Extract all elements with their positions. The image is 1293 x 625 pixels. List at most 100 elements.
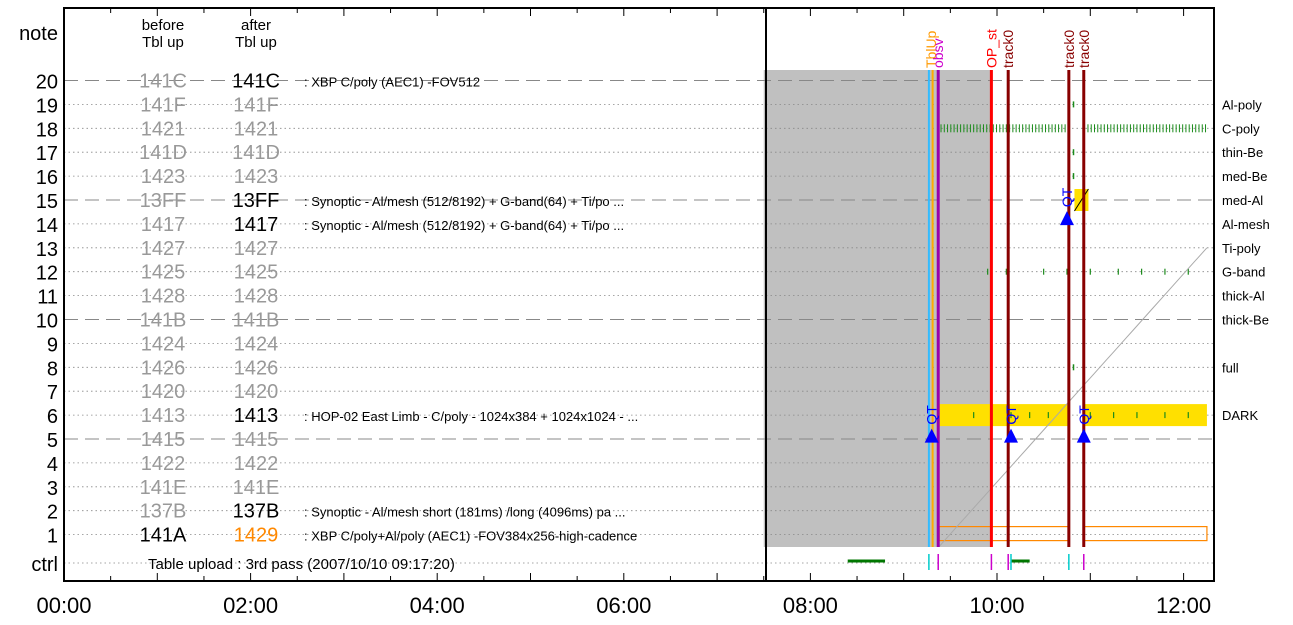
filter-label: Al-poly xyxy=(1222,97,1262,112)
row-number: 10 xyxy=(36,311,58,333)
dark-band xyxy=(939,404,1069,427)
after-code: 141D xyxy=(232,142,280,164)
after-code: 137B xyxy=(233,501,280,523)
before-code: 1424 xyxy=(141,333,186,355)
after-code: 141B xyxy=(233,310,280,332)
table-description: : Synoptic - Al/mesh (512/8192) + G-band… xyxy=(304,218,624,233)
before-code: 141A xyxy=(140,525,187,547)
gray-region xyxy=(763,70,991,547)
filter-label: full xyxy=(1222,360,1239,375)
before-code: 141E xyxy=(140,477,187,499)
after-code: 141F xyxy=(233,94,279,116)
qt-marker xyxy=(1059,211,1074,226)
before-code: 1427 xyxy=(141,238,186,260)
row-number: 8 xyxy=(47,358,58,380)
after-code: 1423 xyxy=(234,166,279,188)
filter-label: G-band xyxy=(1222,265,1265,280)
event-label: track0 xyxy=(1076,30,1092,68)
row-number: 16 xyxy=(36,167,58,189)
after-code: 1424 xyxy=(234,333,279,355)
after-code: 1429 xyxy=(234,525,279,547)
before-code: 1417 xyxy=(141,214,186,236)
row-number: 9 xyxy=(47,334,58,356)
filter-label: med-Be xyxy=(1222,169,1268,184)
qt-label: QT xyxy=(1059,187,1075,207)
row-number: 2 xyxy=(47,502,58,524)
filter-label: Ti-poly xyxy=(1222,241,1261,256)
table-description: : XBP C/poly (AEC1) -FOV512 xyxy=(304,75,480,90)
x-tick-label: 10:00 xyxy=(969,593,1024,618)
after-code: 1421 xyxy=(234,118,279,140)
row-number: 11 xyxy=(37,287,58,309)
before-code: 1422 xyxy=(141,453,186,475)
event-label: track0 xyxy=(1000,30,1016,68)
filter-label: med-Al xyxy=(1222,193,1263,208)
event-label: TblUp xyxy=(923,30,939,68)
filter-label: thin-Be xyxy=(1222,145,1263,160)
table-description: : HOP-02 East Limb - C/poly - 1024x384 +… xyxy=(304,409,638,424)
filter-label: Al-mesh xyxy=(1222,217,1270,232)
med-al-slash xyxy=(1074,188,1089,212)
qt-label: QT xyxy=(924,405,940,425)
x-tick-label: 02:00 xyxy=(223,593,278,618)
after-code: 1428 xyxy=(234,286,279,308)
qt-marker xyxy=(1003,428,1018,443)
x-tick-label: 04:00 xyxy=(410,593,465,618)
row-number: 19 xyxy=(36,95,58,117)
before-code: 1421 xyxy=(141,118,186,140)
qt-marker xyxy=(1076,428,1091,443)
row-number: 18 xyxy=(36,119,58,141)
row-number: 13 xyxy=(36,239,58,261)
filter-label: thick-Al xyxy=(1222,289,1265,304)
before-code: 1426 xyxy=(141,357,186,379)
cadence-box xyxy=(1083,525,1208,542)
before-code: 141F xyxy=(140,94,186,116)
before-code: 141D xyxy=(139,142,187,164)
row-number: 12 xyxy=(36,263,58,285)
plot-frame xyxy=(63,7,1215,582)
col-after-header: after xyxy=(241,17,271,34)
before-code: 1423 xyxy=(141,166,186,188)
x-tick-label: 08:00 xyxy=(783,593,838,618)
before-code: 1413 xyxy=(141,405,186,427)
col-before-header: Tbl up xyxy=(142,34,184,51)
ctrl-label: ctrl xyxy=(31,554,58,576)
before-code: 141C xyxy=(139,71,187,93)
after-code: 1415 xyxy=(234,429,279,451)
row-number: 5 xyxy=(47,430,58,452)
before-code: 137B xyxy=(140,501,187,523)
row-number: 14 xyxy=(36,215,58,237)
col-after-header: Tbl up xyxy=(235,34,277,51)
ctrl-text: Table upload : 3rd pass (2007/10/10 09:1… xyxy=(148,556,455,573)
x-tick-label: 06:00 xyxy=(596,593,651,618)
row-number: 15 xyxy=(36,191,58,213)
after-code: 141C xyxy=(232,71,280,93)
after-code: 1427 xyxy=(234,238,279,260)
qt-label: QT xyxy=(1076,405,1092,425)
row-number: 17 xyxy=(36,143,58,165)
before-code: 1420 xyxy=(141,381,186,403)
filter-label: DARK xyxy=(1222,408,1258,423)
after-code: 1422 xyxy=(234,453,279,475)
x-tick-label: 00:00 xyxy=(36,593,91,618)
event-label: track0 xyxy=(1061,30,1077,68)
qt-label: QT xyxy=(1003,405,1019,425)
after-code: 1425 xyxy=(234,262,279,284)
after-code: 141E xyxy=(233,477,280,499)
row-number: 6 xyxy=(47,406,58,428)
after-code: 1420 xyxy=(234,381,279,403)
before-code: 13FF xyxy=(140,190,187,212)
tracking-line xyxy=(938,247,1208,547)
table-description: : XBP C/poly+Al/poly (AEC1) -FOV384x256-… xyxy=(304,529,637,544)
row-number: 3 xyxy=(47,478,58,500)
after-code: 1426 xyxy=(234,357,279,379)
row-number: 4 xyxy=(47,454,58,476)
before-code: 1425 xyxy=(141,262,186,284)
dark-band xyxy=(1083,404,1207,427)
table-description: : Synoptic - Al/mesh (512/8192) + G-band… xyxy=(304,194,624,209)
col-before-header: before xyxy=(142,17,185,34)
before-code: 141B xyxy=(140,310,187,332)
event-label: OP_st xyxy=(983,29,999,68)
before-code: 1415 xyxy=(141,429,186,451)
